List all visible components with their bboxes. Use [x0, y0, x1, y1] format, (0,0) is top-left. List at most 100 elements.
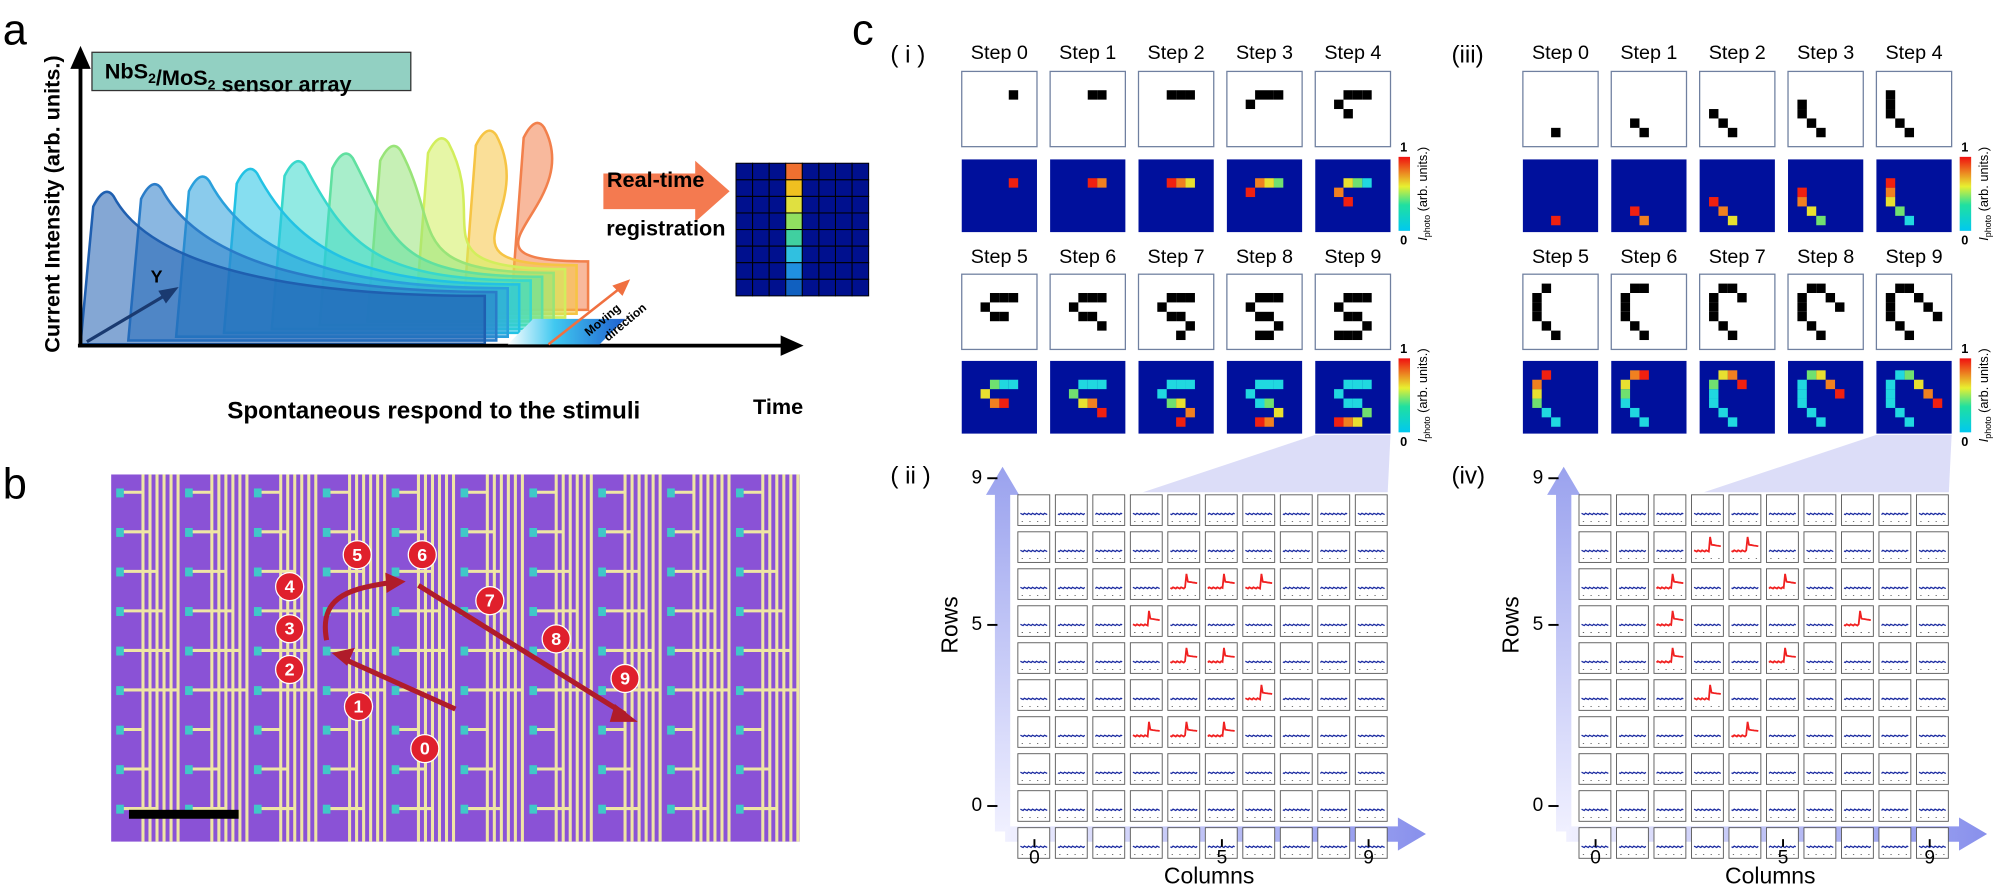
sensor-plot: [1242, 531, 1276, 563]
sensor-trace: [1319, 808, 1348, 812]
colorbar-max: 1: [1400, 139, 1407, 154]
sensor-pad: [736, 646, 744, 656]
sensor-plot: [1354, 568, 1388, 600]
map-pixel: [1620, 398, 1631, 408]
sensor-plot: [1653, 494, 1687, 526]
sensor-pad: [460, 686, 469, 696]
sensor-trace: [1245, 771, 1273, 775]
map-pixel: [1264, 417, 1274, 427]
step-marker: [610, 663, 640, 694]
sensor-pad: [460, 804, 469, 814]
sensor-pad: [116, 686, 124, 696]
sensor-plot: [1616, 753, 1649, 785]
sensor-plot: [1616, 716, 1649, 748]
map-pixel: [999, 379, 1009, 390]
sensor-trace: [1057, 512, 1086, 516]
heat-cell: [851, 162, 870, 181]
sensor-pad: [391, 488, 400, 498]
column-tick-label: 5: [1778, 847, 1789, 868]
map-pixel: [1176, 178, 1186, 188]
pattern-pixel: [1166, 90, 1177, 100]
sensor-trace: [1319, 623, 1348, 627]
sensor-plot: [1691, 679, 1724, 711]
map-pixel: [1885, 178, 1896, 188]
sensor-trace: [1881, 660, 1909, 664]
sensor-plot: [1578, 827, 1612, 859]
pattern-pixel: [1176, 90, 1186, 100]
colorbar-label-part: photo: [1422, 416, 1432, 438]
sensor-trace: [1020, 697, 1048, 701]
sensor-trace: [1057, 549, 1086, 553]
subpanel-label: (iv): [1451, 462, 1485, 489]
sensor-plot: [1616, 642, 1649, 674]
x-axis-label: Spontaneous respond to the stimuli: [227, 397, 640, 424]
sensor-pad: [253, 527, 262, 537]
sensor-pad: [253, 686, 262, 696]
sensor-trace: [1843, 808, 1872, 812]
sensor-pad: [529, 488, 538, 498]
sensor-trace: [1169, 647, 1198, 664]
map-pixel: [1932, 398, 1943, 408]
step-marker: [274, 654, 305, 685]
pattern-pixel: [1639, 330, 1649, 341]
sensor-trace: [1020, 808, 1048, 812]
sensor-plot: [1017, 716, 1051, 748]
heat-cell: [768, 245, 787, 264]
sensor-pad: [322, 567, 331, 577]
heat-cell: [851, 212, 870, 231]
sensor-plot: [1242, 568, 1276, 600]
map-pixel: [1895, 206, 1905, 216]
heat-cell: [735, 245, 754, 264]
pattern-pixel: [1816, 330, 1826, 341]
step-label: Step 7: [1148, 246, 1205, 268]
sensor-plot: [1616, 568, 1649, 600]
colorbar-max: 1: [1961, 341, 1968, 356]
step-label: Step 7: [1709, 246, 1766, 268]
pattern-pixel: [1008, 90, 1019, 100]
pattern-pixel: [1895, 283, 1905, 294]
sensor-pad: [529, 646, 538, 656]
sensor-plot: [1054, 790, 1088, 822]
sensor-trace: [1319, 845, 1348, 849]
sensor-pad: [185, 686, 193, 696]
sensor-trace: [1207, 647, 1235, 664]
colorbar-label-part: I: [1415, 237, 1430, 241]
sensor-trace: [1806, 549, 1834, 553]
map-pixel: [1273, 407, 1284, 418]
sensor-plot: [1167, 531, 1201, 563]
map-pixel: [1727, 215, 1738, 226]
sensor-plot: [1878, 531, 1912, 563]
sensor-trace: [1170, 549, 1198, 553]
sensor-plot: [1803, 642, 1837, 674]
sensor-plot: [1354, 605, 1388, 637]
map-pixel: [1362, 379, 1372, 390]
sensor-pad: [667, 725, 675, 735]
map-pixel: [1797, 398, 1807, 408]
sensor-pad: [391, 725, 400, 735]
sensor-plot: [1204, 494, 1238, 526]
sensor-trace: [1731, 808, 1759, 812]
sensor-plot: [1841, 642, 1874, 674]
pattern-pixel: [1264, 293, 1274, 303]
sensor-plot: [1129, 642, 1163, 674]
heat-cell: [801, 262, 820, 280]
map-pixel: [1176, 398, 1186, 408]
sensor-trace: [1881, 845, 1909, 849]
sensor-trace: [1693, 536, 1721, 553]
row-tick-label: 0: [972, 795, 983, 816]
heat-cell: [785, 195, 803, 214]
map-pixel: [1737, 379, 1747, 390]
sensor-plot: [1653, 642, 1687, 674]
sensor-trace: [1094, 660, 1123, 664]
sensor-plot: [1728, 605, 1762, 637]
map-pixel: [1639, 215, 1649, 226]
sensor-trace: [1132, 586, 1160, 590]
sensor-trace: [1881, 586, 1909, 590]
sensor-plot: [1653, 679, 1687, 711]
sensor-plot: [1354, 753, 1388, 785]
pattern-box: [1137, 70, 1215, 148]
sensor-trace: [1207, 623, 1235, 627]
sensor-trace: [1843, 771, 1872, 775]
sensor-plot: [1317, 790, 1351, 822]
step-marker-label: 6: [417, 545, 427, 565]
